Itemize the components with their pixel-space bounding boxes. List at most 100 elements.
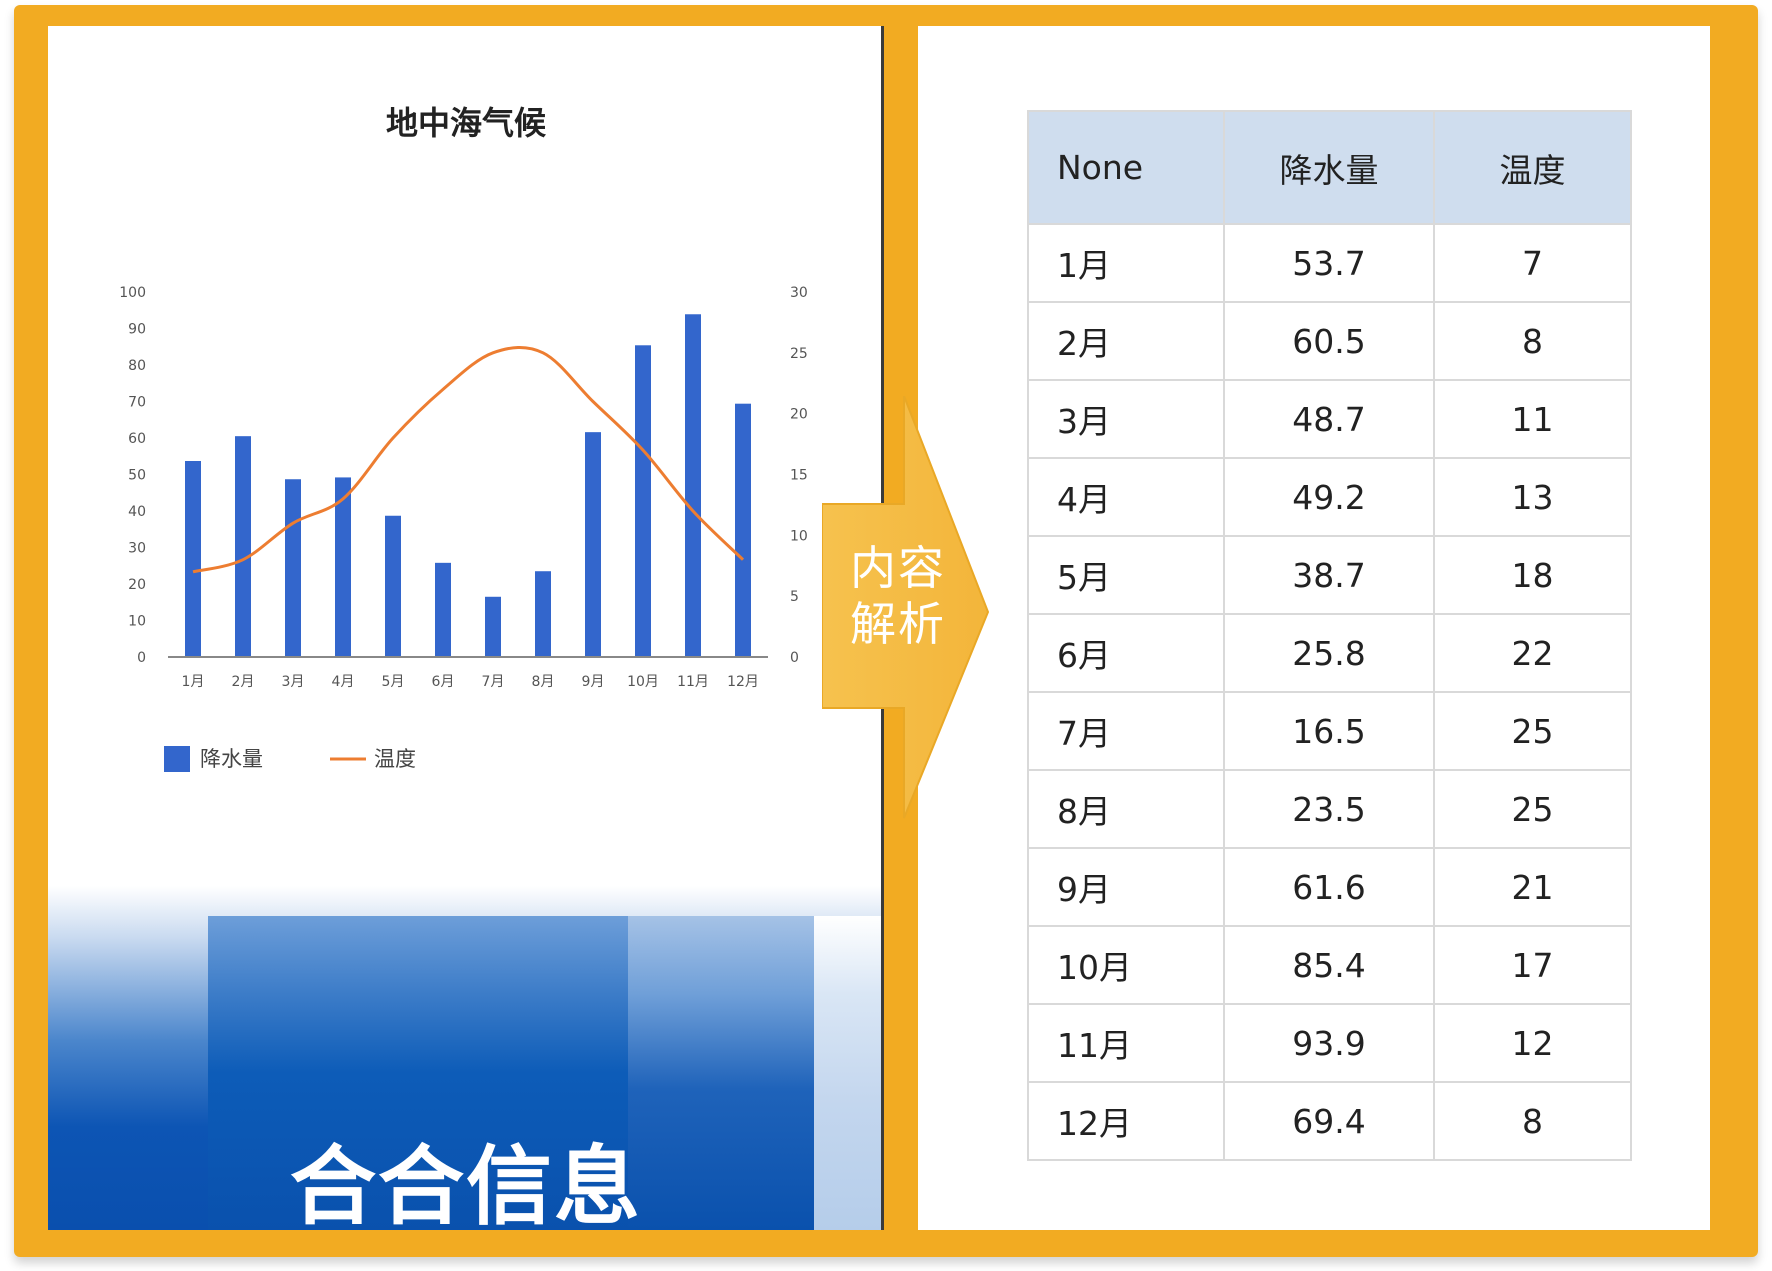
table-cell: 7 <box>1433 223 1632 303</box>
x-tick-label: 2月 <box>232 674 255 690</box>
table-cell: 8 <box>1433 1081 1632 1161</box>
y-right-tick-label: 0 <box>790 650 799 666</box>
y-right-tick-label: 20 <box>790 407 808 423</box>
climate-chart: 地中海气候 0 10 20 30 40 50 60 70 80 90 100 0 5 10 15 20 25 30 1… <box>119 104 808 772</box>
table-cell: 69.4 <box>1223 1081 1435 1161</box>
table-cell: 11 <box>1433 379 1632 459</box>
table-cell: 9月 <box>1027 847 1225 927</box>
x-tick-label: 9月 <box>582 674 605 690</box>
y-left-tick-label: 50 <box>128 468 146 484</box>
brand-logo-text: 合合信息 <box>290 1137 642 1230</box>
table-cell: 23.5 <box>1223 769 1435 849</box>
table-row: 4月 49.2 13 <box>1027 457 1632 537</box>
y-right-tick-label: 30 <box>790 285 808 301</box>
y-right-tick-label: 15 <box>790 468 808 484</box>
brand-banner: 合合信息 <box>48 886 881 1230</box>
arrow-label-line-1: 内容 <box>850 541 946 595</box>
table-cell: 22 <box>1433 613 1632 693</box>
table-cell: 49.2 <box>1223 457 1435 537</box>
y-right-tick-label: 25 <box>790 346 808 362</box>
x-tick-label: 1月 <box>182 674 205 690</box>
table-row: 11月 93.9 12 <box>1027 1003 1632 1083</box>
bar-12 <box>735 403 751 657</box>
table-cell: 85.4 <box>1223 925 1435 1005</box>
table-row: 8月 23.5 25 <box>1027 769 1632 849</box>
table-cell: 10月 <box>1027 925 1225 1005</box>
table-row: 3月 48.7 11 <box>1027 379 1632 459</box>
y-left-tick-label: 10 <box>128 614 146 630</box>
y-left-tick-label: 20 <box>128 577 146 593</box>
table-cell: 16.5 <box>1223 691 1435 771</box>
bar-5 <box>385 515 401 657</box>
table-cell: 17 <box>1433 925 1632 1005</box>
x-tick-label: 8月 <box>532 674 555 690</box>
table-cell: 7月 <box>1027 691 1225 771</box>
table-cell: 11月 <box>1027 1003 1225 1083</box>
table-cell: 12 <box>1433 1003 1632 1083</box>
legend-label-line: 温度 <box>374 747 416 771</box>
x-tick-label: 11月 <box>677 674 709 690</box>
x-tick-label: 12月 <box>727 674 759 690</box>
legend-label-bar: 降水量 <box>200 747 263 771</box>
table-header-row: None 降水量 温度 <box>1027 110 1632 225</box>
table-cell: 8月 <box>1027 769 1225 849</box>
table-row: 5月 38.7 18 <box>1027 535 1632 615</box>
table-row: 1月 53.7 7 <box>1027 223 1632 303</box>
table-cell: 1月 <box>1027 223 1225 303</box>
y-left-tick-label: 90 <box>128 322 146 338</box>
table-header-cell: 温度 <box>1433 110 1632 225</box>
chart-panel: 地中海气候 0 10 20 30 40 50 60 70 80 90 100 0 5 10 15 20 25 30 1… <box>48 26 884 1230</box>
bar-11 <box>685 314 701 657</box>
table-cell: 48.7 <box>1223 379 1435 459</box>
table-cell: 25 <box>1433 691 1632 771</box>
table-cell: 8 <box>1433 301 1632 381</box>
table-header-cell: None <box>1027 110 1225 225</box>
y-left-tick-label: 80 <box>128 358 146 374</box>
table-cell: 13 <box>1433 457 1632 537</box>
table-row: 12月 69.4 8 <box>1027 1081 1632 1161</box>
table-cell: 25 <box>1433 769 1632 849</box>
y-left-tick-label: 30 <box>128 541 146 557</box>
table-row: 10月 85.4 17 <box>1027 925 1632 1005</box>
arrow-right-icon <box>822 396 990 819</box>
table-cell: 25.8 <box>1223 613 1435 693</box>
x-tick-label: 7月 <box>482 674 505 690</box>
y-right-tick-label: 5 <box>790 589 799 605</box>
table-cell: 93.9 <box>1223 1003 1435 1083</box>
table-cell: 2月 <box>1027 301 1225 381</box>
bar-2 <box>235 436 251 657</box>
chart-title: 地中海气候 <box>386 104 547 142</box>
bar-3 <box>285 479 301 657</box>
table-header-cell: 降水量 <box>1223 110 1435 225</box>
bar-8 <box>535 571 551 657</box>
bar-1 <box>185 460 201 657</box>
arrow-label: 内容 解析 <box>838 540 958 652</box>
table-cell: 5月 <box>1027 535 1225 615</box>
x-tick-label: 6月 <box>432 674 455 690</box>
temperature-line <box>192 346 745 574</box>
bar-7 <box>485 596 501 657</box>
table-cell: 60.5 <box>1223 301 1435 381</box>
x-tick-label: 4月 <box>332 674 355 690</box>
table-cell: 3月 <box>1027 379 1225 459</box>
arrow-label-line-2: 解析 <box>850 597 946 651</box>
y-left-tick-label: 40 <box>128 504 146 520</box>
x-tick-label: 3月 <box>282 674 305 690</box>
y-left-tick-label: 60 <box>128 431 146 447</box>
bar-4 <box>335 477 351 657</box>
y-left-tick-label: 70 <box>128 395 146 411</box>
data-table: None 降水量 温度 1月 53.7 7 2月 60.5 8 3月 48.7 11 4月 49.2… <box>1027 110 1632 1161</box>
x-tick-label: 5月 <box>382 674 405 690</box>
table-cell: 21 <box>1433 847 1632 927</box>
table-cell: 53.7 <box>1223 223 1435 303</box>
table-cell: 6月 <box>1027 613 1225 693</box>
bar-6 <box>435 562 451 657</box>
table-row: 2月 60.5 8 <box>1027 301 1632 381</box>
y-left-tick-label: 0 <box>137 650 146 666</box>
table-row: 7月 16.5 25 <box>1027 691 1632 771</box>
bar-9 <box>585 432 601 657</box>
table-cell: 38.7 <box>1223 535 1435 615</box>
y-left-tick-label: 100 <box>119 285 146 301</box>
table-cell: 4月 <box>1027 457 1225 537</box>
y-right-tick-label: 10 <box>790 528 808 544</box>
